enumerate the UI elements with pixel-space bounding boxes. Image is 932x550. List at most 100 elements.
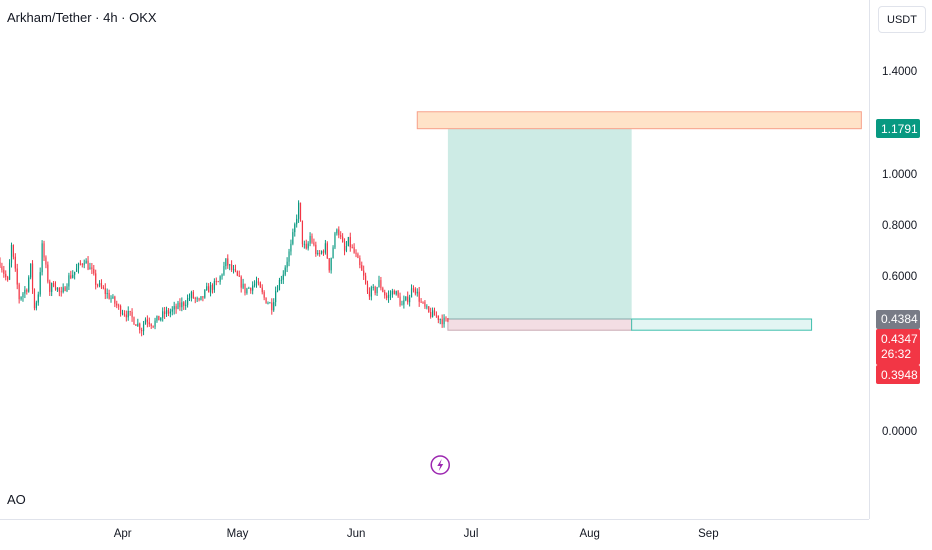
candle	[56, 287, 59, 290]
candle	[420, 301, 422, 303]
candle	[376, 287, 378, 294]
price-tick-label: 0.6000	[882, 271, 918, 284]
candle	[112, 296, 114, 299]
candle	[334, 233, 336, 248]
loss-zone	[447, 318, 633, 331]
candle	[24, 289, 26, 294]
profit-zone	[447, 128, 632, 320]
current-price-value: 0.4347	[881, 332, 918, 346]
candle	[326, 243, 328, 259]
candle	[223, 266, 225, 275]
candle	[164, 311, 166, 315]
candle	[332, 247, 334, 259]
candle	[83, 263, 85, 265]
price-chart[interactable]	[0, 0, 869, 519]
indicator-label-ao[interactable]: AO	[7, 492, 26, 507]
candle	[192, 292, 194, 298]
candle	[119, 306, 122, 314]
time-scale-border	[0, 519, 869, 520]
candle	[62, 287, 64, 293]
candle	[171, 309, 173, 312]
candle	[227, 258, 229, 266]
candle	[142, 324, 145, 332]
candle	[278, 280, 281, 291]
candle	[81, 264, 83, 265]
candle	[179, 302, 181, 308]
candle	[386, 295, 388, 299]
time-tick-label: Sep	[698, 528, 719, 540]
candle	[234, 269, 237, 272]
candle	[125, 314, 127, 318]
candle	[52, 283, 55, 287]
candle	[43, 243, 45, 258]
candle	[196, 298, 198, 300]
candle	[22, 293, 24, 297]
candle	[405, 296, 407, 301]
price-tick-label: 1.4000	[882, 65, 918, 78]
candle	[131, 311, 133, 318]
candle	[198, 298, 200, 300]
candle	[5, 273, 7, 278]
candle	[248, 287, 250, 289]
candle	[294, 224, 296, 233]
candle	[74, 271, 76, 275]
candle	[292, 232, 294, 244]
candle	[439, 319, 441, 320]
candle	[75, 268, 78, 272]
candle	[30, 263, 32, 278]
candle	[144, 319, 147, 325]
candle	[267, 303, 269, 305]
candle	[338, 229, 340, 236]
candle	[91, 267, 93, 269]
candle	[7, 277, 9, 280]
candle	[290, 243, 292, 252]
candle	[443, 317, 445, 325]
candle	[263, 292, 265, 298]
candle	[150, 324, 152, 326]
candle	[18, 284, 20, 300]
candle	[185, 304, 187, 306]
candle	[148, 322, 150, 325]
candle	[313, 242, 315, 245]
candle	[441, 319, 443, 325]
candle	[328, 258, 330, 271]
candle	[401, 304, 403, 306]
candle	[265, 297, 267, 304]
candle	[10, 244, 13, 263]
candle	[217, 281, 219, 283]
candle	[426, 306, 428, 308]
currency-button[interactable]: USDT	[878, 6, 926, 33]
candle	[280, 279, 282, 281]
candle	[106, 292, 108, 294]
candle	[342, 236, 344, 243]
candle	[275, 291, 277, 303]
candle	[108, 292, 110, 299]
candle	[202, 296, 204, 298]
time-tick-label: May	[226, 528, 249, 540]
candle	[229, 264, 231, 266]
candle	[355, 252, 357, 255]
candle	[433, 310, 436, 316]
candle	[424, 302, 426, 307]
candle	[407, 296, 409, 303]
candle	[257, 281, 260, 283]
candle	[403, 300, 405, 305]
candle	[221, 274, 223, 277]
chart-title[interactable]: Arkham/Tether · 4h · OKX	[7, 10, 157, 25]
candle	[416, 291, 418, 294]
candle	[276, 290, 279, 292]
candle	[319, 252, 321, 254]
candle	[1, 266, 3, 270]
price-tick-label: 0.0000	[882, 425, 918, 438]
candle	[435, 315, 438, 317]
candle	[382, 288, 384, 292]
candle	[16, 268, 18, 285]
candle	[183, 302, 185, 306]
candle	[118, 305, 120, 307]
candle	[309, 236, 311, 244]
candle	[72, 274, 74, 278]
candle	[141, 330, 143, 332]
candle	[77, 263, 80, 269]
candle	[253, 283, 256, 286]
candle	[445, 317, 447, 319]
